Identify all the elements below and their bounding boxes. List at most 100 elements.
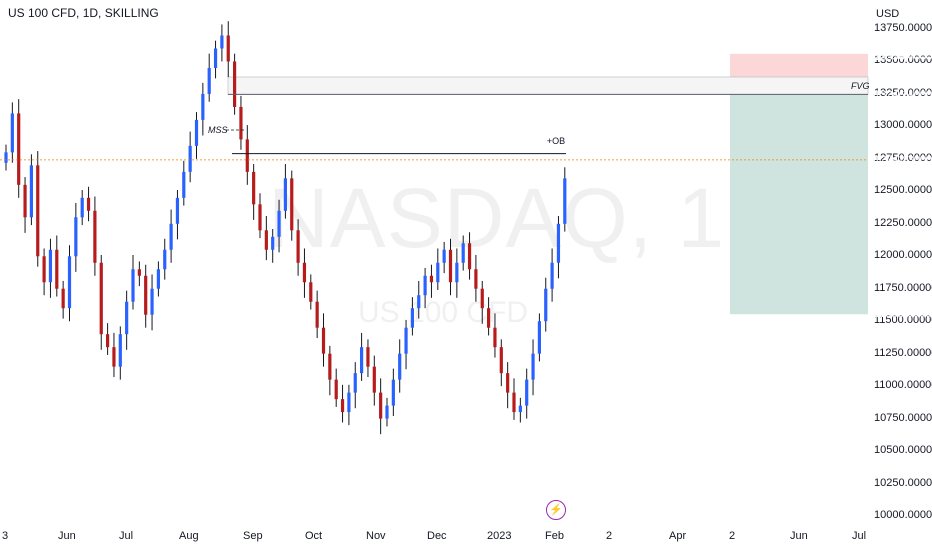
price-tick-label: 13250.00000 <box>874 86 932 99</box>
price-tick-label: 12750.00000 <box>874 151 932 164</box>
candle-body <box>544 288 548 322</box>
profit-zone <box>730 94 868 315</box>
price-tick-label: 13000.00000 <box>874 119 932 132</box>
candle-body <box>264 230 268 250</box>
candle-body <box>137 269 141 276</box>
candle-body <box>55 249 59 289</box>
candle-body <box>29 165 33 218</box>
time-tick-label: 2 <box>606 530 613 542</box>
candle-body <box>480 288 484 309</box>
candle-body <box>61 288 65 309</box>
price-tick-label: 11000.00000 <box>874 379 932 392</box>
ob-label: +OB <box>547 136 565 146</box>
candle-body <box>239 106 243 140</box>
candle-body <box>99 262 103 335</box>
last-price-tag: 12742.30000 01:30:09 <box>868 151 932 181</box>
candle-body <box>309 282 313 302</box>
candle-body <box>512 392 516 413</box>
candle-body <box>163 249 167 270</box>
candle-body <box>455 262 459 283</box>
symbol-title: US 100 CFD, 1D, SKILLING <box>8 6 159 20</box>
candle-body <box>391 379 395 406</box>
candle-body <box>398 353 402 380</box>
time-tick-label: Nov <box>366 530 386 542</box>
candle-body <box>353 373 357 393</box>
candle-body <box>315 301 319 328</box>
candle-body <box>474 269 478 289</box>
candle-body <box>131 269 135 302</box>
candle-body <box>360 347 364 374</box>
candle-body <box>175 197 180 224</box>
candle-body <box>36 165 40 257</box>
time-tick-label: Sep <box>243 530 263 542</box>
watermark-symbol: NASDAQ, 1D <box>268 171 787 265</box>
price-tick-label: 10250.00000 <box>874 476 932 489</box>
price-tick-label: 10000.00000 <box>874 509 932 521</box>
candle-body <box>296 230 300 263</box>
lightning-event-icon[interactable]: ⚡ <box>546 500 566 520</box>
candle-body <box>531 353 535 380</box>
candle-body <box>347 392 351 413</box>
candle-body <box>487 308 491 328</box>
candle-body <box>321 327 326 354</box>
candle-body <box>429 275 434 283</box>
countdown-timer: 01:30:09 <box>874 168 917 180</box>
time-tick-label: Jul <box>852 530 867 542</box>
price-tick-label: 12000.00000 <box>874 249 932 262</box>
time-tick-label: Aug <box>179 530 199 542</box>
candle-body <box>93 210 97 263</box>
candle-body <box>48 249 53 283</box>
candle-body <box>423 275 427 296</box>
candle-body <box>277 210 281 237</box>
candle-body <box>118 334 122 367</box>
candle-body <box>379 392 383 419</box>
candle-body <box>106 334 110 348</box>
price-tick-label: 11750.00000 <box>874 281 932 294</box>
candle-body <box>404 327 408 354</box>
candle-body <box>42 256 46 283</box>
candle-body <box>258 204 262 231</box>
candle-body <box>550 262 554 289</box>
time-tick-label: Oct <box>305 530 323 542</box>
price-tick-label: 11250.00000 <box>874 346 932 359</box>
candle-body <box>290 178 294 231</box>
candle-body <box>144 275 148 315</box>
last-price-value: 12742.30000 <box>874 154 932 166</box>
candle-body <box>226 35 230 62</box>
time-tick-label: Apr <box>669 530 687 542</box>
time-tick-label: Feb <box>545 530 564 542</box>
candle-body <box>410 308 414 328</box>
candle-body <box>4 152 8 163</box>
candle-body <box>499 347 503 374</box>
candle-body <box>328 353 332 380</box>
time-tick-label: Jun <box>790 530 808 542</box>
candle-body <box>194 119 199 146</box>
candle-body <box>156 269 160 289</box>
price-tick-label: 13500.00000 <box>874 54 932 67</box>
candle-body <box>188 145 192 172</box>
candle-body <box>442 249 446 263</box>
candle-body <box>67 256 72 309</box>
candle-body <box>518 405 522 413</box>
time-tick-label: 2023 <box>487 530 512 542</box>
candle-body <box>340 399 345 413</box>
candle-body <box>245 139 249 172</box>
candle-body <box>86 197 91 211</box>
price-tick-label: 10750.00000 <box>874 411 932 424</box>
candle-body <box>207 67 211 94</box>
price-tick-label: 10500.00000 <box>874 444 932 457</box>
candle-body <box>525 379 529 406</box>
candle-body <box>271 236 275 250</box>
candle-body <box>436 262 440 283</box>
candle-body <box>201 93 205 120</box>
candle-body <box>302 262 307 283</box>
candle-body <box>169 223 173 250</box>
time-tick-label: 2 <box>729 530 736 542</box>
time-tick-label: Jul <box>119 530 134 542</box>
candle-body <box>74 217 78 257</box>
mss-label: MSS <box>208 125 228 135</box>
candle-body <box>467 243 472 270</box>
take-profit-price-tag: 13558.40000 <box>874 51 932 63</box>
